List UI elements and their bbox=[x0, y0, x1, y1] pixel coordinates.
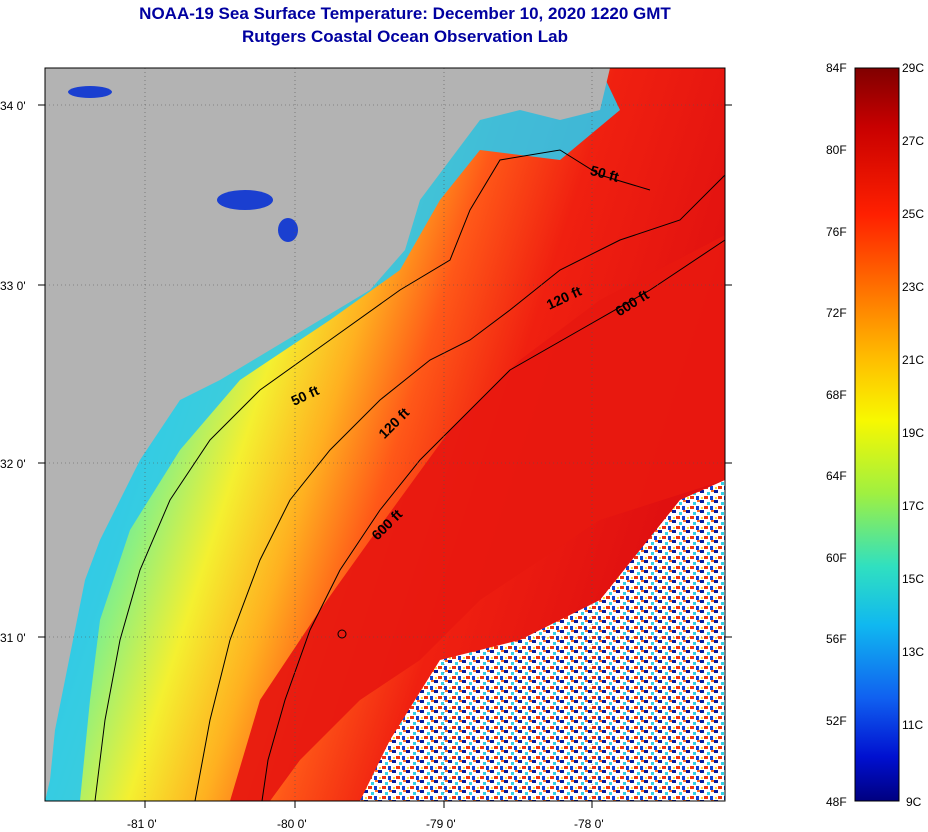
cb-c-15: 15C bbox=[902, 572, 924, 586]
land-mass bbox=[45, 68, 610, 801]
cb-f-76: 76F bbox=[826, 225, 847, 239]
lon-label-79: -79 0' bbox=[426, 817, 456, 831]
axis-ticks bbox=[38, 104, 732, 808]
lake-marion bbox=[217, 190, 273, 210]
map-title: NOAA-19 Sea Surface Temperature: Decembe… bbox=[139, 4, 671, 23]
lat-label-34: 34 0' bbox=[0, 99, 26, 113]
cb-c-11: 11C bbox=[902, 718, 923, 732]
lake-moultrie bbox=[278, 218, 298, 242]
gulf-stream-core bbox=[230, 235, 725, 801]
cb-c-29: 29C bbox=[902, 61, 924, 75]
contour-50ft bbox=[94, 149, 651, 802]
lat-label-31: 31 0' bbox=[0, 631, 26, 645]
cb-f-52: 52F bbox=[826, 714, 847, 728]
cb-f-48: 48F bbox=[826, 795, 847, 809]
cb-c-19: 19C bbox=[902, 426, 924, 440]
cb-c-23: 23C bbox=[902, 280, 924, 294]
contour-600ft bbox=[261, 239, 726, 802]
lat-label-32: 32 0' bbox=[0, 457, 26, 471]
cb-f-80: 80F bbox=[826, 143, 847, 157]
colorbar-fahrenheit-labels: 84F 80F 76F 72F 68F 64F 60F 56F 52F 48F bbox=[826, 61, 847, 809]
lat-label-33: 33 0' bbox=[0, 279, 26, 293]
buoy-marker bbox=[337, 629, 347, 639]
contour-120ft bbox=[194, 174, 726, 802]
cb-c-13: 13C bbox=[902, 645, 924, 659]
cb-c-9: 9C bbox=[906, 795, 922, 809]
cb-f-64: 64F bbox=[826, 469, 847, 483]
cb-c-25: 25C bbox=[902, 207, 924, 221]
map-subtitle: Rutgers Coastal Ocean Observation Lab bbox=[242, 27, 568, 46]
cb-f-68: 68F bbox=[826, 388, 847, 402]
lon-label-80: -80 0' bbox=[277, 817, 307, 831]
lat-lon-grid bbox=[45, 68, 725, 801]
cb-c-21: 21C bbox=[902, 353, 924, 367]
colorbar-celsius-labels: 29C 27C 25C 23C 21C 19C 17C 15C 13C 11C … bbox=[902, 61, 924, 809]
cb-f-84: 84F bbox=[826, 61, 847, 75]
cb-f-72: 72F bbox=[826, 306, 847, 320]
map-frame bbox=[44, 67, 726, 802]
cb-c-17: 17C bbox=[902, 499, 924, 513]
lake-north bbox=[68, 86, 112, 98]
colorbar-gradient bbox=[854, 67, 900, 802]
depth-label-50ft-north: 50 ft bbox=[589, 162, 621, 185]
cb-f-60: 60F bbox=[826, 551, 847, 565]
cb-f-56: 56F bbox=[826, 632, 847, 646]
cb-c-27: 27C bbox=[902, 134, 924, 148]
cloud-noise-area bbox=[360, 480, 725, 801]
lon-label-81: -81 0' bbox=[127, 817, 157, 831]
lon-label-78: -78 0' bbox=[574, 817, 604, 831]
